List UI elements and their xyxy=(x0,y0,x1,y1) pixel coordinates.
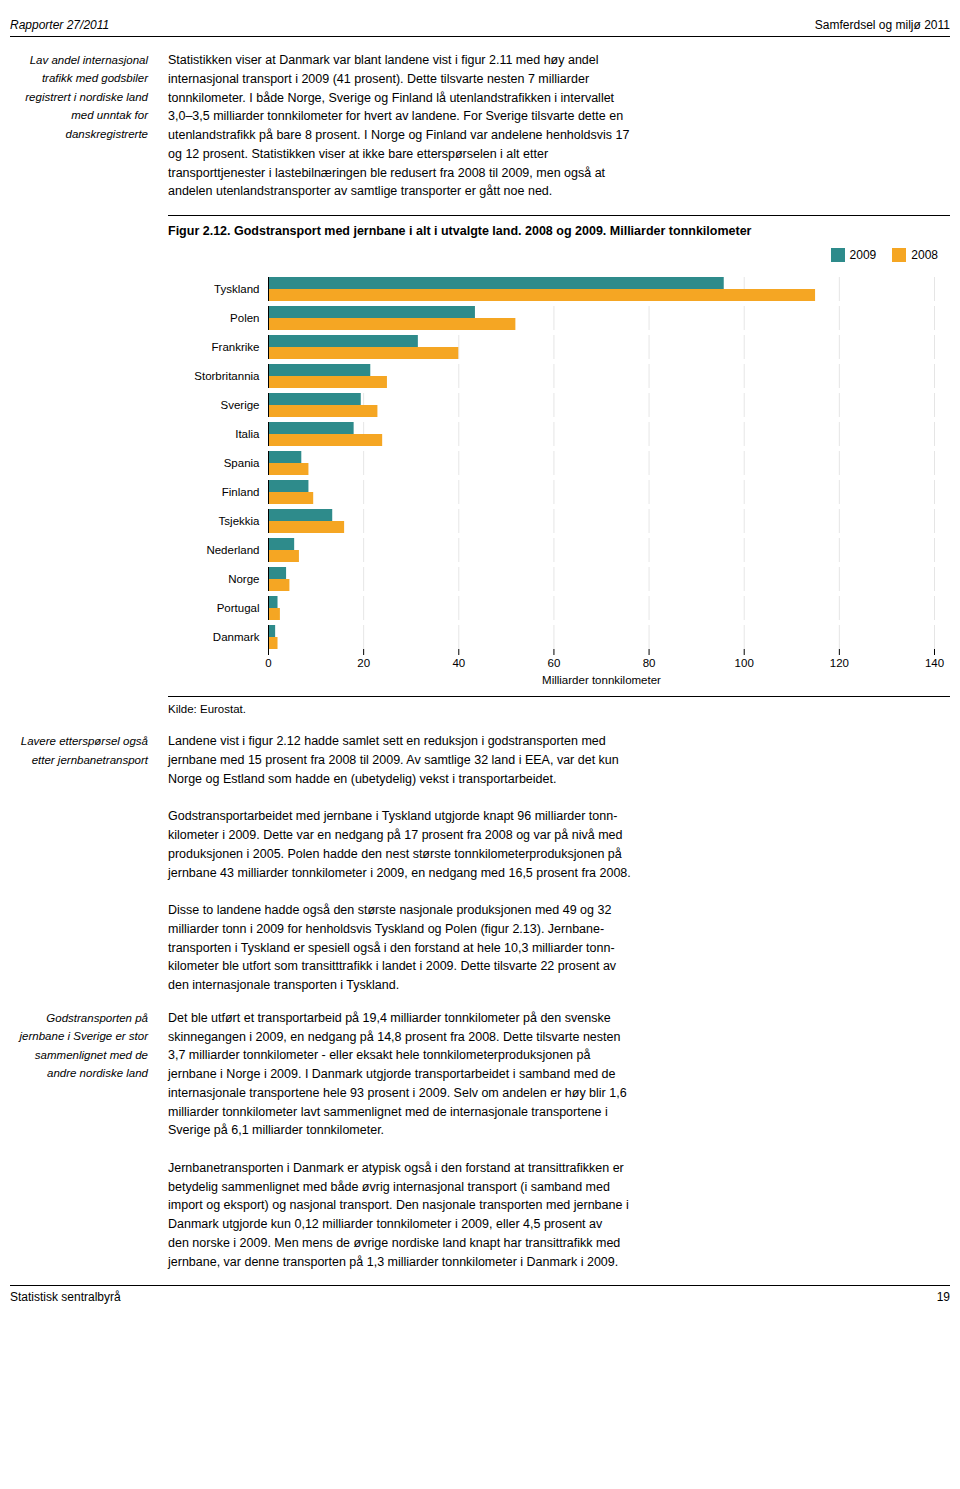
svg-text:120: 120 xyxy=(830,657,849,669)
svg-text:Norge: Norge xyxy=(228,573,259,585)
svg-text:Tsjekkia: Tsjekkia xyxy=(219,515,261,527)
svg-text:100: 100 xyxy=(735,657,754,669)
svg-text:Frankrike: Frankrike xyxy=(212,341,260,353)
html-text:Kilde: Eurostat.: Kilde: Eurostat. xyxy=(168,703,246,716)
svg-text:0: 0 xyxy=(265,657,271,669)
svg-text:60: 60 xyxy=(548,657,561,669)
svg-text:140: 140 xyxy=(925,657,944,669)
svg-text:Polen: Polen xyxy=(230,312,259,324)
svg-text:Tyskland: Tyskland xyxy=(214,283,259,295)
svg-text:Finland: Finland xyxy=(222,486,260,498)
svg-text:20: 20 xyxy=(357,657,370,669)
html-text:Det ble utført et transportarb: Det ble utført et transportarbeid på 19,… xyxy=(168,1010,629,1269)
html-text:Godstransporten på jernbane i: Godstransporten på jernbane i Sverige er… xyxy=(19,1011,148,1079)
svg-text:Sverige: Sverige xyxy=(221,399,260,411)
html-text:2009: 2009 xyxy=(849,248,877,263)
html-text:Statistisk sentralbyrå: Statistisk sentralbyrå xyxy=(10,1290,121,1305)
svg-text:80: 80 xyxy=(643,657,656,669)
html-text:19: 19 xyxy=(936,1290,950,1305)
html-text:Statistikken viser at Danmark: Statistikken viser at Danmark var blant … xyxy=(168,53,630,199)
svg-text:Spania: Spania xyxy=(224,457,260,469)
html-text:2008: 2008 xyxy=(911,248,938,263)
html-text:Rapporter 27/2011: Rapporter 27/2011 xyxy=(10,18,110,32)
svg-text:40: 40 xyxy=(452,657,465,669)
html-text:Landene vist i figur 2.12 hadd: Landene vist i figur 2.12 hadde samlet s… xyxy=(168,734,631,993)
svg-text:Danmark: Danmark xyxy=(213,631,260,643)
svg-text:Storbritannia: Storbritannia xyxy=(194,370,260,382)
html-text:Figur 2.12. Godstransport med: Figur 2.12. Godstransport med jernbane i… xyxy=(168,224,752,238)
svg-text:Nederland: Nederland xyxy=(206,544,259,556)
svg-text:Italia: Italia xyxy=(235,428,260,440)
html-text:Lavere etterspørsel også etter: Lavere etterspørsel også etter jernbanet… xyxy=(20,735,148,766)
svg-text:Portugal: Portugal xyxy=(217,602,260,614)
html-text:Lav andel internasjonal trafik: Lav andel internasjonal trafikk med gods… xyxy=(25,54,148,140)
svg-text:Milliarder tonnkilometer: Milliarder tonnkilometer xyxy=(542,674,661,686)
html-text:Samferdsel og miljø 2011: Samferdsel og miljø 2011 xyxy=(814,18,950,32)
